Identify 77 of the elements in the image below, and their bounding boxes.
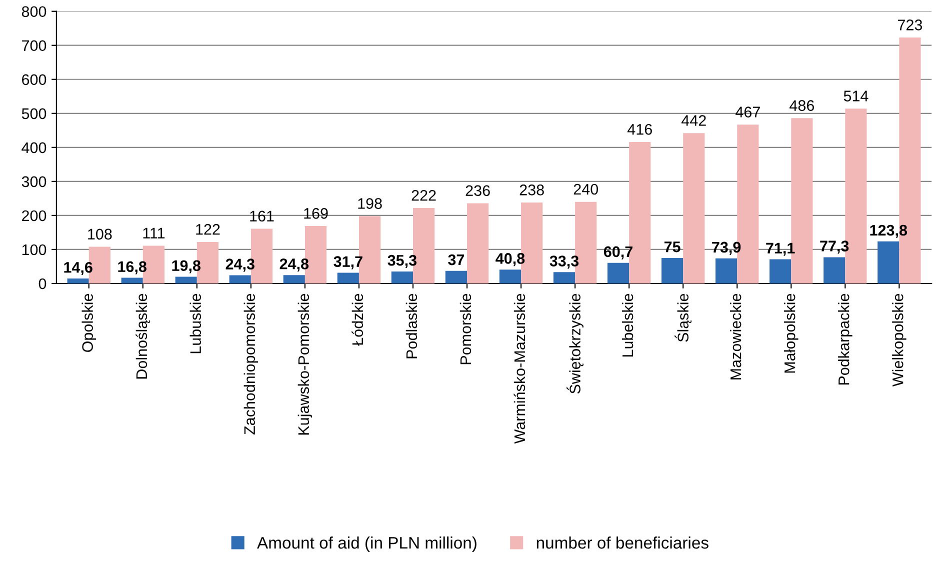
y-tick-label: 100	[22, 244, 46, 256]
bar	[229, 275, 251, 284]
bar	[499, 270, 522, 284]
data-label: 486	[790, 100, 814, 111]
x-tick-label: Podkarpackie	[838, 294, 852, 385]
data-label: 161	[250, 210, 274, 222]
data-label: 416	[627, 124, 652, 135]
bar	[175, 276, 197, 284]
x-tick-label: Wielkopolskie	[892, 294, 906, 387]
bar	[467, 203, 489, 284]
bar	[445, 270, 468, 284]
x-tick-label: Świętokrzyskie	[566, 294, 584, 394]
bar	[121, 278, 143, 284]
x-tick-label: Dolnośląskie	[136, 294, 150, 379]
legend-label: Amount of aid (in PLN million)	[257, 536, 476, 552]
bar	[824, 257, 846, 284]
data-label: 122	[196, 224, 220, 235]
y-tick-label: 200	[22, 210, 46, 222]
x-tick-label: Małopolskie	[784, 294, 798, 373]
data-label: 236	[466, 185, 490, 196]
data-label: 123,8	[870, 224, 908, 238]
data-label: 514	[844, 90, 868, 102]
data-label: 60,7	[604, 246, 632, 260]
x-tick-label: Pomorskie	[460, 294, 472, 364]
x-tick-label: Lubelskie	[622, 294, 634, 357]
data-label: 222	[412, 190, 436, 201]
bar	[770, 259, 792, 284]
data-label: 71,1	[766, 242, 795, 256]
data-label: 40,8	[496, 253, 525, 266]
bar	[337, 272, 359, 284]
data-label: 24,3	[226, 258, 254, 272]
x-tick-label: Śląskie	[674, 294, 692, 342]
x-tick-label: Mazowieckie	[730, 294, 742, 380]
data-label: 108	[88, 228, 112, 240]
bar	[878, 241, 900, 284]
x-tick-label: Warmińsko-Mazurskie	[514, 294, 526, 444]
bar	[661, 258, 684, 284]
data-label: 24,8	[280, 258, 309, 272]
y-tick-label: 600	[22, 74, 46, 86]
y-tick-label: 0	[38, 278, 46, 290]
legend-label: number of beneficiaries	[536, 536, 708, 549]
data-label: 240	[574, 184, 598, 195]
data-label: 37	[448, 254, 464, 266]
y-tick-label: 400	[22, 142, 46, 154]
bar	[716, 258, 738, 284]
y-tick-label: 800	[22, 6, 46, 18]
data-label: 73,9	[712, 242, 741, 255]
data-label: 16,8	[118, 261, 146, 274]
x-tick-label: Zachodniopomorskie	[244, 294, 258, 435]
data-label: 238	[520, 184, 544, 196]
data-label: 198	[358, 198, 382, 209]
data-label: 467	[736, 106, 760, 118]
data-label: 77,3	[820, 240, 849, 254]
x-tick-label: Opolskie	[82, 294, 96, 352]
data-label: 75	[664, 242, 680, 252]
bar	[553, 272, 576, 284]
y-tick-label: 500	[22, 108, 46, 120]
data-label: 33,3	[550, 256, 579, 269]
bar	[683, 133, 705, 284]
data-label: 723	[898, 20, 922, 30]
x-tick-label: Kujawsko-Pomorskie	[298, 294, 312, 435]
data-label: 31,7	[334, 256, 362, 270]
bar	[607, 262, 630, 284]
bar	[67, 278, 89, 284]
x-tick-label: Łódzkie	[352, 294, 364, 346]
bar	[283, 275, 305, 284]
x-tick-label: Podlaskie	[406, 294, 418, 358]
data-label: 19,8	[172, 260, 201, 274]
data-label: 111	[143, 228, 165, 238]
y-tick-label: 700	[22, 40, 46, 52]
y-tick-label: 300	[22, 176, 46, 188]
bar	[391, 271, 413, 284]
x-tick-label: Lubuskie	[190, 294, 202, 354]
data-label: 14,6	[64, 262, 92, 276]
data-label: 169	[304, 208, 328, 219]
data-label: 442	[682, 115, 706, 126]
data-label: 35,3	[388, 254, 417, 268]
